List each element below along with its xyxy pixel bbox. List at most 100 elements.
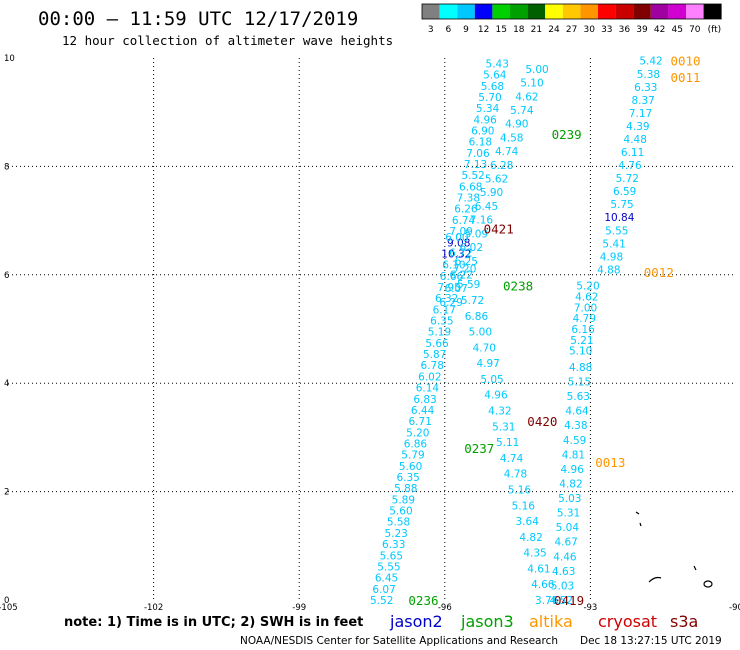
- swh-value: 6.45: [375, 573, 398, 585]
- chart-subtitle: 12 hour collection of altimeter wave hei…: [62, 33, 393, 48]
- colorbar-swatch: [545, 4, 563, 19]
- pass-time-label: 0013: [595, 455, 625, 470]
- chart-title: 00:00 – 11:59 UTC 12/17/2019: [38, 8, 358, 30]
- colorbar-swatch: [650, 4, 669, 19]
- pass-time-label: 0237: [464, 441, 494, 456]
- swh-value: 5.04: [556, 522, 580, 534]
- swh-value: 6.17: [433, 304, 456, 316]
- swh-value: 5.89: [392, 494, 415, 506]
- swh-value: 5.10: [569, 346, 592, 358]
- swh-value: 4.32: [488, 406, 511, 418]
- coastline-shape: [635, 511, 713, 588]
- colorbar-label: 45: [671, 25, 682, 35]
- swh-value: 4.66: [531, 579, 555, 591]
- swh-value: 4.98: [600, 251, 623, 263]
- swh-value: 5.21: [570, 335, 593, 347]
- swh-value: 5.68: [481, 81, 504, 93]
- swh-value: 5.66: [425, 338, 449, 350]
- satellite-legend-s3a: s3a: [670, 612, 698, 631]
- swh-value: 4.38: [564, 420, 587, 432]
- colorbar-frame: [421, 3, 722, 20]
- colorbar-label: 9: [463, 25, 469, 35]
- swh-value: 5.15: [568, 377, 591, 389]
- satellite-legend-jason3: jason3: [460, 612, 514, 631]
- colorbar-swatch: [633, 4, 651, 19]
- swh-value: 5.19: [428, 327, 451, 339]
- swh-value: 10.84: [604, 212, 634, 224]
- footer-credit: NOAA/NESDIS Center for Satellite Applica…: [240, 635, 558, 647]
- pass-time-label: 0011: [670, 70, 700, 85]
- colorbar-label: 12: [478, 25, 489, 35]
- colorbar-swatch: [510, 4, 528, 19]
- pass-time-label: 0420: [527, 414, 557, 429]
- swh-value: 5.75: [610, 199, 633, 211]
- colorbar-swatch: [422, 4, 440, 19]
- swh-value: 5.43: [486, 58, 509, 70]
- footer-note: note: 1) Time is in UTC; 2) SWH is in fe…: [64, 615, 363, 630]
- swh-value: 4.67: [554, 537, 577, 549]
- swh-value: 5.34: [476, 103, 500, 115]
- swh-value: 5.59: [457, 279, 480, 291]
- swh-value: 6.07: [444, 283, 467, 295]
- swh-value: 4.74: [500, 453, 524, 465]
- satellite-legend: jason2 jason3 altika cryosat s3a: [389, 612, 698, 631]
- swh-value: 5.31: [557, 508, 580, 520]
- y-tick-label: 0: [4, 596, 9, 606]
- swh-value: 6.86: [465, 311, 489, 323]
- colorbar-swatch: [668, 4, 686, 19]
- swh-value: 7.09: [449, 226, 472, 238]
- swh-value: 4.62: [515, 91, 538, 103]
- colorbar-label: 18: [513, 25, 525, 35]
- swh-value: 7.38: [457, 193, 480, 205]
- swh-value: 6.44: [411, 405, 435, 417]
- swh-value: 5.05: [480, 374, 503, 386]
- y-tick-label: 4: [4, 379, 9, 389]
- swh-value: 5.88: [394, 483, 417, 495]
- swh-value: 7.00: [574, 302, 597, 314]
- x-tick-label: -96: [438, 603, 452, 613]
- swh-value: 6.66: [440, 271, 464, 283]
- chart-grid: [8, 58, 736, 600]
- swh-value: 4.59: [563, 435, 586, 447]
- x-tick-label: -105: [0, 603, 18, 613]
- swh-value: 6.68: [459, 181, 482, 193]
- swh-value: 4.63: [552, 566, 575, 578]
- swh-value: 4.61: [527, 563, 550, 575]
- colorbar-swatch: [492, 4, 510, 19]
- swh-value: 7.06: [466, 148, 490, 160]
- colorbar-label: 70: [689, 25, 701, 35]
- swh-value: 5.03: [558, 493, 581, 505]
- pass-time-label: 0239: [552, 127, 582, 142]
- swh-value: 6.10: [442, 260, 465, 272]
- colorbar-label: 42: [654, 25, 665, 35]
- swh-value: 5.00: [469, 327, 492, 339]
- swh-value: 5.38: [637, 69, 660, 81]
- swh-value: 6.16: [571, 324, 595, 336]
- swh-value: 4.39: [626, 121, 649, 133]
- swh-value: 5.16: [512, 500, 536, 512]
- swh-value: 4.76: [618, 160, 642, 172]
- swh-value: 4.96: [473, 114, 497, 126]
- swh-value: 6.32: [435, 293, 458, 305]
- swh-value: 6.33: [382, 539, 405, 551]
- swh-value: 4.74: [495, 146, 519, 158]
- swh-value: 6.72: [449, 248, 472, 260]
- swh-value: 6.83: [413, 394, 436, 406]
- swh-value: 3.76: [535, 595, 559, 607]
- colorbar-label: 6: [446, 25, 452, 35]
- colorbar-swatch: [598, 4, 616, 19]
- colorbar-label: 36: [619, 25, 631, 35]
- colorbar-label: (ft): [708, 25, 722, 35]
- swh-value: 6.14: [416, 383, 440, 395]
- swh-value: 7.20: [453, 263, 476, 275]
- swh-value: 4.78: [504, 469, 527, 481]
- colorbar-swatch: [562, 4, 581, 19]
- colorbar-label: 30: [583, 25, 595, 35]
- swh-value: 5.55: [377, 561, 400, 573]
- colorbar-swatch: [615, 4, 634, 19]
- swh-value: 5.60: [389, 506, 412, 518]
- pass-time-label: 0238: [503, 279, 533, 294]
- swh-value: 4.58: [500, 132, 523, 144]
- swh-value: 4.79: [573, 313, 596, 325]
- swh-value: 5.20: [406, 427, 429, 439]
